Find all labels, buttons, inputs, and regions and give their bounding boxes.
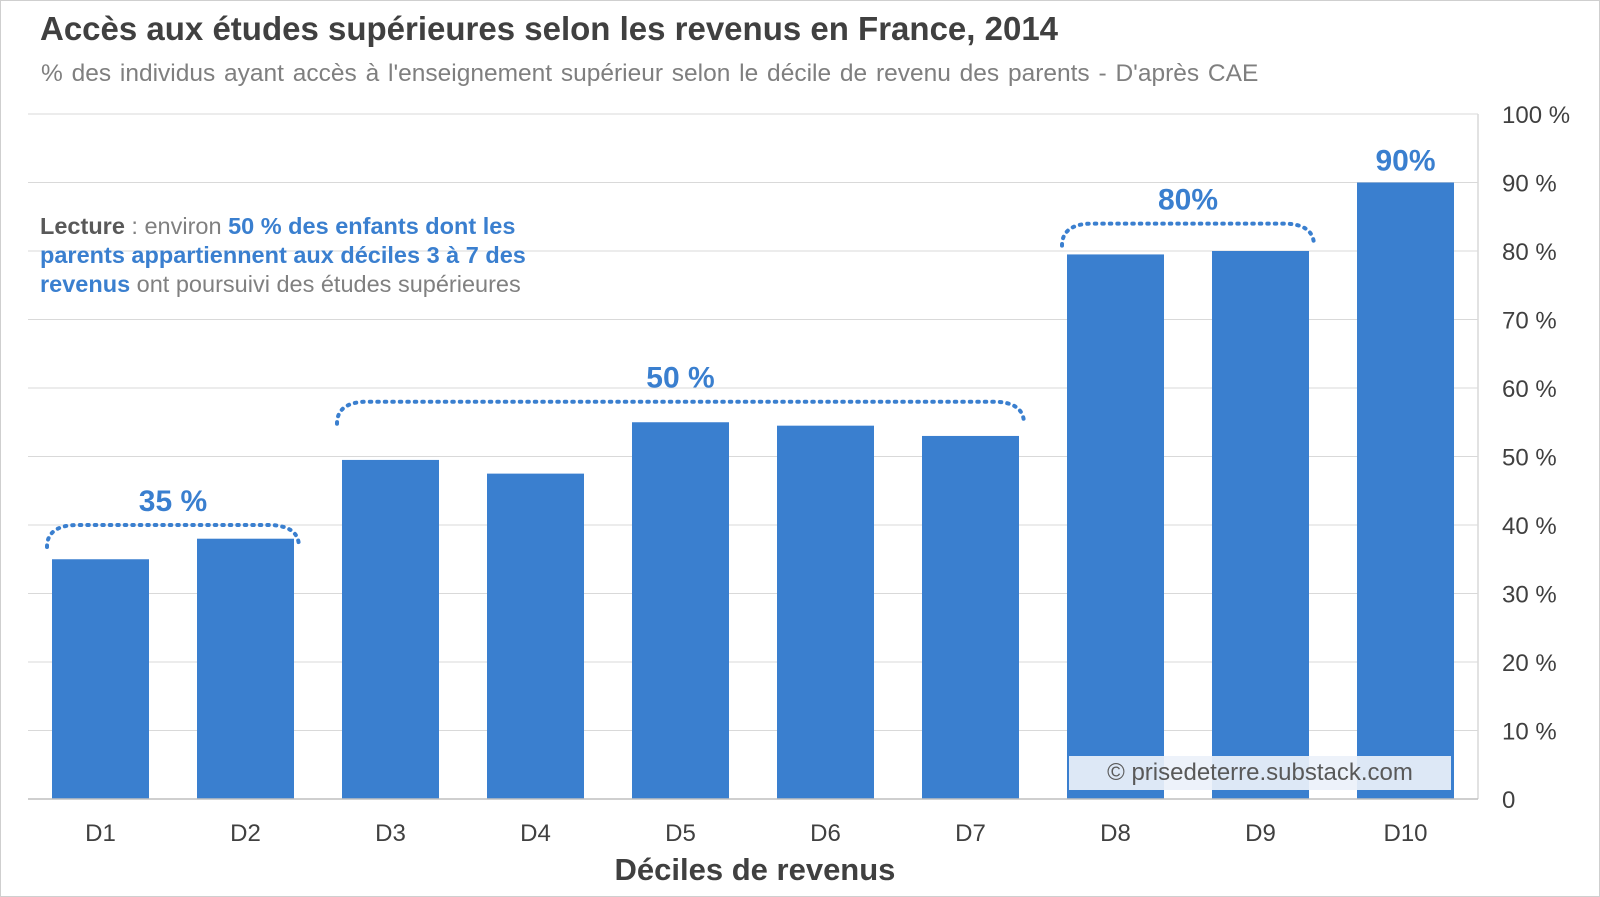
y-tick-label: 60 % (1502, 376, 1557, 403)
y-tick-label: 20 % (1502, 650, 1557, 677)
x-axis-title: Déciles de revenus (614, 852, 896, 887)
y-tick-label: 10 % (1502, 719, 1557, 746)
watermark: © prisedeterre.substack.com (1069, 756, 1451, 790)
bar-d5 (632, 422, 729, 799)
x-tick-label: D3 (375, 820, 406, 847)
bar-d4 (487, 473, 584, 799)
bar-d8 (1067, 254, 1164, 800)
y-tick-label: 90 % (1502, 171, 1557, 198)
x-tick-label: D8 (1100, 820, 1131, 847)
x-tick-label: D9 (1245, 820, 1276, 847)
y-tick-label: 100 % (1502, 102, 1570, 129)
bar-d10 (1357, 182, 1454, 799)
y-tick-label: 40 % (1502, 513, 1557, 540)
reading-note-highlight: 50 % des enfants dont les parents appart… (40, 213, 526, 297)
group-label: 50 % (646, 362, 714, 395)
bar-d7 (922, 435, 1019, 799)
group-bracket (335, 399, 1026, 426)
chart-subtitle: % des individus ayant accès à l'enseigne… (41, 60, 1259, 87)
reading-note: Lecture : environ 50 % des enfants dont … (40, 212, 600, 299)
x-tick-label: D7 (955, 820, 986, 847)
bar-d2 (197, 538, 294, 799)
y-tick-label: 80 % (1502, 239, 1557, 266)
bar-d6 (777, 425, 874, 799)
x-tick-label: D2 (230, 820, 261, 847)
reading-note-rest: ont poursuivi des études supérieures (130, 271, 521, 297)
group-bracket (1060, 221, 1316, 248)
bar-annotation: 90% (1375, 145, 1435, 178)
y-tick-label: 70 % (1502, 308, 1557, 335)
x-tick-label: D6 (810, 820, 841, 847)
x-tick-label: D4 (520, 820, 551, 847)
reading-note-label: Lecture (40, 213, 125, 239)
y-tick-label: 50 % (1502, 445, 1557, 472)
bar-d1 (52, 559, 149, 799)
x-tick-label: D10 (1383, 820, 1427, 847)
x-tick-label: D1 (85, 820, 116, 847)
bar-d9 (1212, 251, 1309, 799)
group-label: 80% (1158, 184, 1218, 217)
chart-title: Accès aux études supérieures selon les r… (40, 10, 1059, 47)
group-label: 35 % (139, 485, 207, 518)
y-tick-label: 30 % (1502, 582, 1557, 609)
reading-note-sep: : environ (124, 213, 229, 239)
y-tick-label: 0 (1502, 787, 1515, 814)
bar-d3 (342, 459, 439, 799)
group-bracket (45, 523, 301, 549)
x-tick-label: D5 (665, 820, 696, 847)
